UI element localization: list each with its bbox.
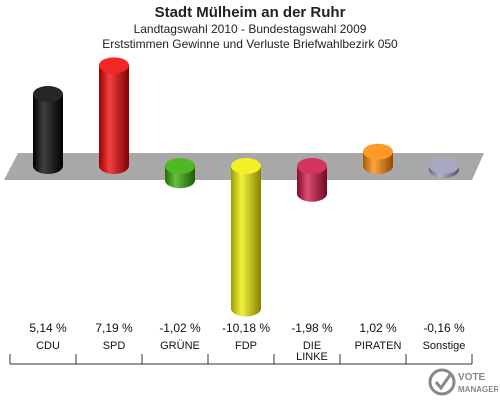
svg-text:VOTE: VOTE xyxy=(458,372,486,383)
bar-cap-cdu xyxy=(33,86,63,103)
category-label-gr-ne: GRÜNE xyxy=(160,340,200,352)
bar-body-cdu xyxy=(33,94,63,174)
chart-title: Stadt Mülheim an der Ruhr xyxy=(154,4,346,21)
category-label-fdp: FDP xyxy=(235,340,257,352)
value-label-fdp: -10,18 % xyxy=(222,321,270,335)
value-label-die-linke: -1,98 % xyxy=(291,321,333,335)
value-label-spd: 7,19 % xyxy=(95,321,133,335)
bar-cap-fdp xyxy=(231,158,261,174)
value-label-cdu: 5,14 % xyxy=(29,321,67,335)
bar-die-linke xyxy=(297,158,327,202)
bar-cap-gr-ne xyxy=(165,158,195,174)
svg-text:MANAGER: MANAGER xyxy=(458,385,498,394)
category-label-sonstige: Sonstige xyxy=(423,340,466,352)
bar-fdp xyxy=(231,158,261,317)
category-label-spd: SPD xyxy=(103,340,126,352)
bar-sonstige xyxy=(429,158,459,178)
bar-piraten xyxy=(363,143,393,174)
bar-body-fdp xyxy=(231,166,261,317)
category-label-die-linke: LINKE xyxy=(296,351,328,363)
bar-cap-die-linke xyxy=(297,158,327,174)
bar-cdu xyxy=(33,86,63,174)
bar-body-die-linke xyxy=(297,166,327,202)
bar-spd xyxy=(99,57,129,174)
category-label-piraten: PIRATEN xyxy=(355,340,402,352)
bar-cap-sonstige xyxy=(429,158,459,174)
bar-cap-spd xyxy=(99,57,129,74)
bar-gr-ne xyxy=(165,158,195,189)
value-label-sonstige: -0,16 % xyxy=(423,321,465,335)
chart-header: Stadt Mülheim an der Ruhr Landtagswahl 2… xyxy=(0,4,500,52)
value-label-piraten: 1,02 % xyxy=(359,321,397,335)
chart-subtitle-1: Landtagswahl 2010 - Bundestagswahl 2009 xyxy=(133,22,367,36)
bar-body-spd xyxy=(99,65,129,174)
category-label-cdu: CDU xyxy=(36,340,60,352)
vote-manager-logo: VOTE MANAGER xyxy=(428,366,500,398)
chart-subtitle-2: Erststimmen Gewinne und Verluste Briefwa… xyxy=(102,37,398,51)
category-label-die-linke: DIE xyxy=(303,340,321,352)
bar-cap-piraten xyxy=(363,143,393,160)
value-label-gr-ne: -1,02 % xyxy=(159,321,201,335)
